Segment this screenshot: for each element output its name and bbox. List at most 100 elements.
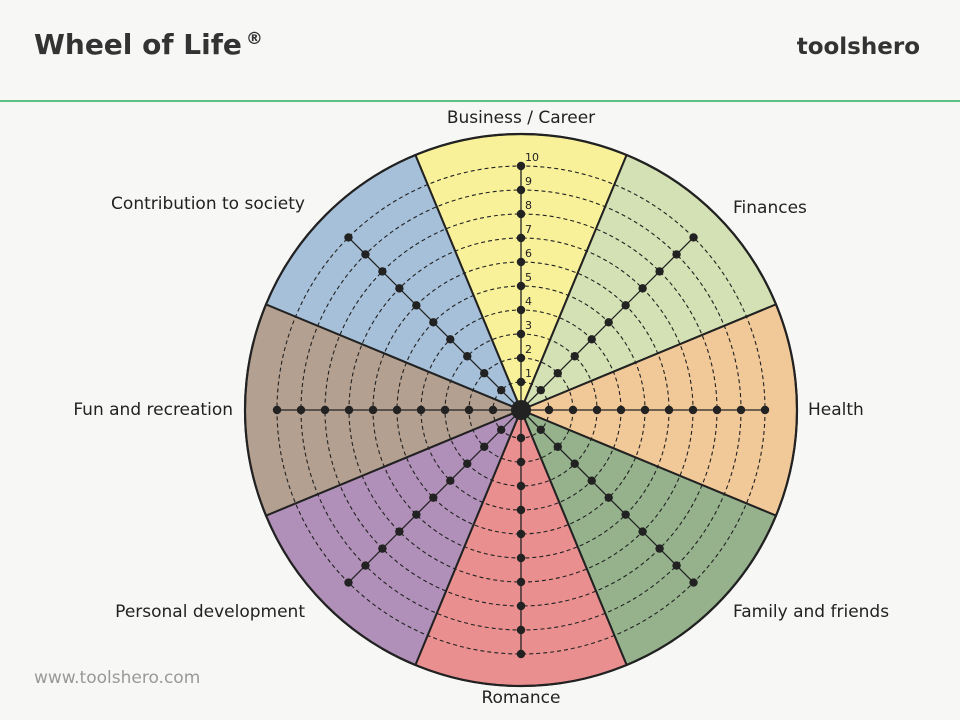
score-dot[interactable]	[464, 405, 474, 415]
header-divider	[0, 100, 960, 102]
scale-label: 3	[525, 319, 532, 332]
segment-label: Contribution to society	[111, 194, 305, 214]
score-dot[interactable]	[516, 457, 526, 467]
score-dot[interactable]	[516, 257, 526, 267]
score-dot[interactable]	[655, 544, 664, 553]
score-dot[interactable]	[516, 505, 526, 515]
score-dot[interactable]	[416, 405, 426, 415]
score-dot[interactable]	[497, 386, 506, 395]
score-dot[interactable]	[587, 335, 596, 344]
score-dot[interactable]	[392, 405, 402, 415]
segment-label: Finances	[733, 198, 807, 218]
segment-label: Fun and recreation	[73, 400, 233, 420]
score-dot[interactable]	[272, 405, 282, 415]
segment-labels: Business / Career Finances Health Family an…	[73, 108, 889, 708]
score-dot[interactable]	[616, 405, 626, 415]
score-dot[interactable]	[689, 233, 698, 242]
scale-label: 2	[525, 343, 532, 356]
score-dot[interactable]	[395, 527, 404, 536]
score-dot[interactable]	[446, 335, 455, 344]
score-dot[interactable]	[553, 442, 562, 451]
score-dot[interactable]	[296, 405, 306, 415]
score-dot[interactable]	[516, 481, 526, 491]
score-dot[interactable]	[361, 561, 370, 570]
score-dot[interactable]	[516, 577, 526, 587]
score-dot[interactable]	[378, 267, 387, 276]
score-dot[interactable]	[638, 527, 647, 536]
score-dot[interactable]	[516, 649, 526, 659]
score-dot[interactable]	[440, 405, 450, 415]
scale-label: 8	[525, 199, 532, 212]
score-dot[interactable]	[412, 510, 421, 519]
score-dot[interactable]	[655, 267, 664, 276]
score-dot[interactable]	[446, 476, 455, 485]
score-dot[interactable]	[672, 561, 681, 570]
score-dot[interactable]	[568, 405, 578, 415]
score-dot[interactable]	[689, 578, 698, 587]
score-dot[interactable]	[395, 284, 404, 293]
registered-mark: ®	[245, 29, 263, 49]
score-dot[interactable]	[760, 405, 770, 415]
score-dot[interactable]	[378, 544, 387, 553]
footer-url: www.toolshero.com	[34, 668, 201, 688]
score-dot[interactable]	[516, 353, 526, 363]
score-dot[interactable]	[344, 233, 353, 242]
score-dot[interactable]	[536, 425, 545, 434]
score-dot[interactable]	[604, 493, 613, 502]
score-dot[interactable]	[640, 405, 650, 415]
score-dot[interactable]	[463, 459, 472, 468]
score-dot[interactable]	[480, 369, 489, 378]
score-dot[interactable]	[516, 233, 526, 243]
score-dot[interactable]	[429, 493, 438, 502]
score-dot[interactable]	[516, 329, 526, 339]
scale-label: 7	[525, 223, 532, 236]
score-dot[interactable]	[712, 405, 722, 415]
score-dot[interactable]	[688, 405, 698, 415]
score-dot[interactable]	[516, 625, 526, 635]
scale-label: 1	[525, 367, 532, 380]
score-dot[interactable]	[429, 318, 438, 327]
score-dot[interactable]	[488, 405, 498, 415]
score-dot[interactable]	[344, 578, 353, 587]
segment-label: Health	[808, 400, 864, 420]
score-dot[interactable]	[480, 442, 489, 451]
score-dot[interactable]	[621, 301, 630, 310]
score-dot[interactable]	[516, 553, 526, 563]
segment-label: Romance	[481, 688, 560, 708]
score-dot[interactable]	[320, 405, 330, 415]
scale-label: 10	[525, 151, 539, 164]
score-dot[interactable]	[361, 250, 370, 259]
score-dot[interactable]	[638, 284, 647, 293]
score-dot[interactable]	[463, 352, 472, 361]
score-dot[interactable]	[516, 377, 526, 387]
score-dot[interactable]	[544, 405, 554, 415]
score-dot[interactable]	[516, 305, 526, 315]
score-dot[interactable]	[664, 405, 674, 415]
score-dot[interactable]	[344, 405, 354, 415]
score-dot[interactable]	[516, 281, 526, 291]
score-dot[interactable]	[536, 386, 545, 395]
score-dot[interactable]	[587, 476, 596, 485]
score-dot[interactable]	[368, 405, 378, 415]
title-text: Wheel of Life	[34, 28, 242, 61]
wheel-spokes	[272, 161, 770, 659]
score-dot[interactable]	[516, 161, 526, 171]
score-dot[interactable]	[592, 405, 602, 415]
segment-label: Business / Career	[447, 108, 595, 128]
score-dot[interactable]	[736, 405, 746, 415]
score-dot[interactable]	[553, 369, 562, 378]
score-dot[interactable]	[516, 209, 526, 219]
score-dot[interactable]	[516, 529, 526, 539]
score-dot[interactable]	[570, 352, 579, 361]
score-dot[interactable]	[570, 459, 579, 468]
score-dot[interactable]	[604, 318, 613, 327]
score-dot[interactable]	[672, 250, 681, 259]
score-dot[interactable]	[621, 510, 630, 519]
score-dot[interactable]	[516, 185, 526, 195]
segment-label: Personal development	[115, 602, 305, 622]
scale-label: 4	[525, 295, 532, 308]
score-dot[interactable]	[516, 433, 526, 443]
score-dot[interactable]	[516, 601, 526, 611]
score-dot[interactable]	[412, 301, 421, 310]
score-dot[interactable]	[497, 425, 506, 434]
